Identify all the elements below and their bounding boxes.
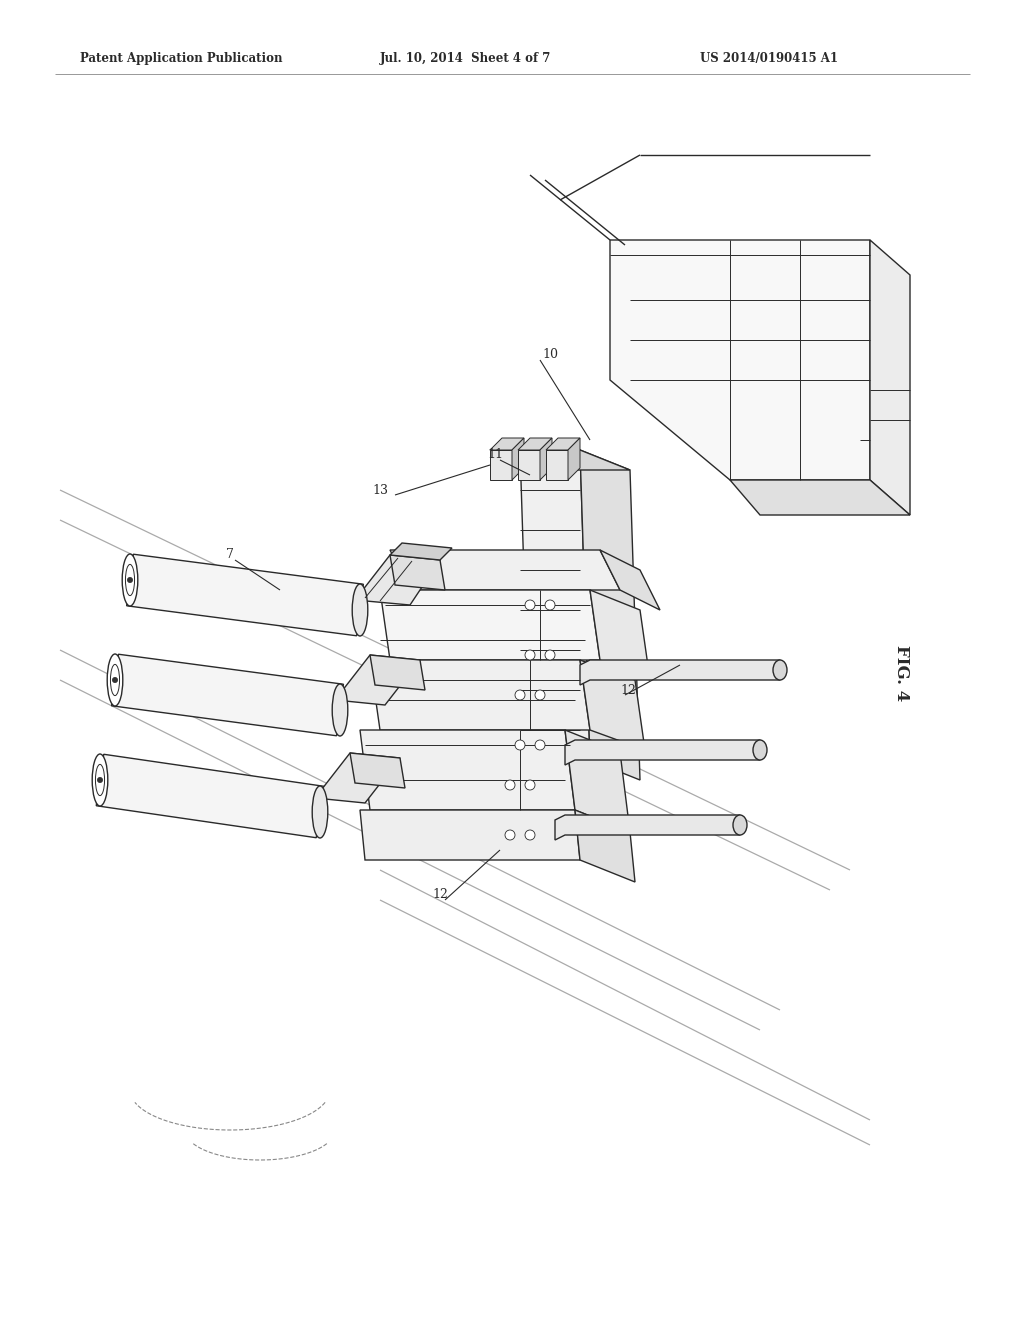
Polygon shape <box>512 438 524 480</box>
Text: 7: 7 <box>226 549 233 561</box>
Polygon shape <box>490 438 524 450</box>
Polygon shape <box>575 810 635 882</box>
Polygon shape <box>390 550 620 590</box>
Circle shape <box>525 601 535 610</box>
Circle shape <box>127 577 132 582</box>
Polygon shape <box>600 550 660 610</box>
Polygon shape <box>350 752 406 788</box>
Polygon shape <box>568 438 580 480</box>
Circle shape <box>97 777 102 783</box>
Ellipse shape <box>733 814 746 836</box>
Circle shape <box>515 741 525 750</box>
Polygon shape <box>390 543 452 560</box>
Polygon shape <box>565 741 760 766</box>
Polygon shape <box>546 438 580 450</box>
Text: 11: 11 <box>487 449 503 462</box>
Polygon shape <box>610 240 870 480</box>
Circle shape <box>525 830 535 840</box>
Text: Patent Application Publication: Patent Application Publication <box>80 51 283 65</box>
Ellipse shape <box>753 741 767 760</box>
Polygon shape <box>370 655 425 690</box>
Polygon shape <box>490 450 512 480</box>
Circle shape <box>505 830 515 840</box>
Polygon shape <box>520 450 590 760</box>
Text: FIG. 4: FIG. 4 <box>893 645 909 701</box>
Ellipse shape <box>108 653 123 706</box>
Ellipse shape <box>332 684 348 737</box>
Polygon shape <box>380 590 600 660</box>
Ellipse shape <box>773 660 787 680</box>
Circle shape <box>545 601 555 610</box>
Polygon shape <box>580 660 645 750</box>
Circle shape <box>545 649 555 660</box>
Circle shape <box>113 677 118 682</box>
Text: 10: 10 <box>542 348 558 362</box>
Text: 13: 13 <box>372 483 388 496</box>
Polygon shape <box>580 660 780 685</box>
Polygon shape <box>96 754 324 838</box>
Polygon shape <box>127 554 364 636</box>
Ellipse shape <box>352 583 368 636</box>
Circle shape <box>505 780 515 789</box>
Polygon shape <box>518 450 540 480</box>
Polygon shape <box>112 655 343 735</box>
Text: 12: 12 <box>432 888 447 902</box>
Polygon shape <box>540 438 552 480</box>
Polygon shape <box>315 752 400 803</box>
Polygon shape <box>360 810 580 861</box>
Circle shape <box>515 690 525 700</box>
Circle shape <box>535 690 545 700</box>
Polygon shape <box>390 554 445 590</box>
Text: US 2014/0190415 A1: US 2014/0190415 A1 <box>700 51 838 65</box>
Polygon shape <box>360 730 575 810</box>
Polygon shape <box>590 590 650 680</box>
Circle shape <box>525 649 535 660</box>
Polygon shape <box>555 814 740 840</box>
Circle shape <box>525 780 535 789</box>
Polygon shape <box>335 655 420 705</box>
Ellipse shape <box>95 764 104 796</box>
Text: 12: 12 <box>620 684 636 697</box>
Polygon shape <box>518 438 552 450</box>
Polygon shape <box>520 450 630 470</box>
Polygon shape <box>370 660 590 730</box>
Ellipse shape <box>122 554 138 606</box>
Polygon shape <box>730 480 910 515</box>
Text: Jul. 10, 2014  Sheet 4 of 7: Jul. 10, 2014 Sheet 4 of 7 <box>380 51 551 65</box>
Polygon shape <box>870 240 910 515</box>
Ellipse shape <box>126 565 134 595</box>
Polygon shape <box>546 450 568 480</box>
Ellipse shape <box>111 664 120 696</box>
Circle shape <box>535 741 545 750</box>
Polygon shape <box>355 554 440 605</box>
Polygon shape <box>580 450 640 780</box>
Ellipse shape <box>92 754 108 807</box>
Ellipse shape <box>312 785 328 838</box>
Polygon shape <box>565 730 630 832</box>
